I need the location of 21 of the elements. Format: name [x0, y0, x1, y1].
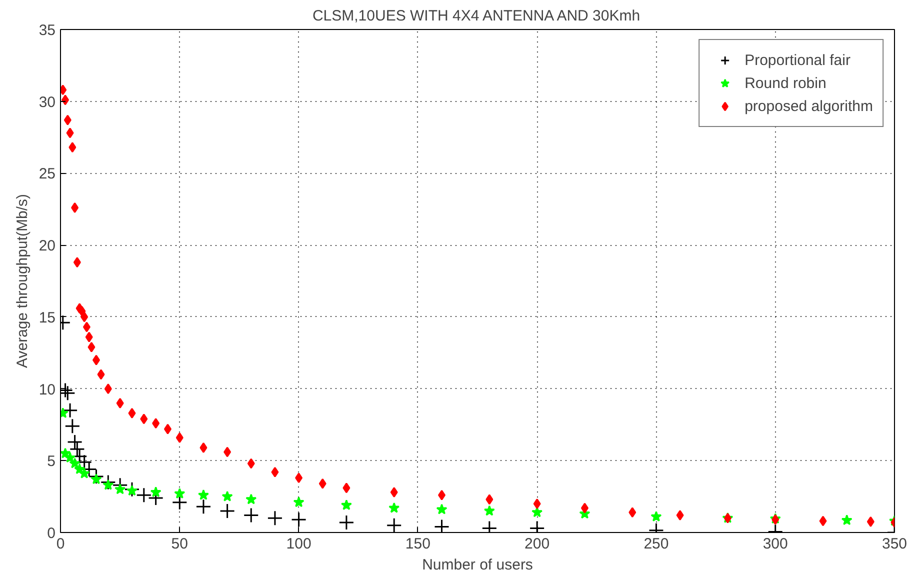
y-tick-label: 35: [38, 22, 56, 39]
y-tick-label: 10: [38, 381, 56, 398]
y-tick-label: 0: [47, 525, 56, 542]
legend-label: Proportional fair: [744, 52, 850, 68]
x-tick-label: 350: [882, 536, 908, 552]
y-tick-label: 5: [47, 453, 56, 470]
x-tick-label: 100: [286, 536, 312, 552]
y-tick-label: 15: [38, 309, 56, 326]
x-axis-title: Number of users: [422, 556, 533, 574]
x-tick-label: 300: [762, 536, 788, 552]
y-axis-title: Average throughput(Mb/s): [14, 194, 31, 368]
x-tick-label: 150: [405, 536, 430, 552]
legend-label: Round robin: [744, 74, 826, 92]
x-tick-label: 250: [644, 536, 669, 552]
legend-label: proposed algorithm: [744, 98, 873, 114]
y-tick-label: 25: [38, 166, 56, 183]
y-tick-label: 20: [38, 238, 56, 255]
x-tick-label: 200: [524, 536, 550, 552]
x-tick-label: 50: [171, 536, 188, 552]
chart-title: CLSM,10UES WITH 4X4 ANTENNA AND 30Kmh: [312, 8, 640, 24]
y-tick-label: 30: [38, 94, 56, 111]
